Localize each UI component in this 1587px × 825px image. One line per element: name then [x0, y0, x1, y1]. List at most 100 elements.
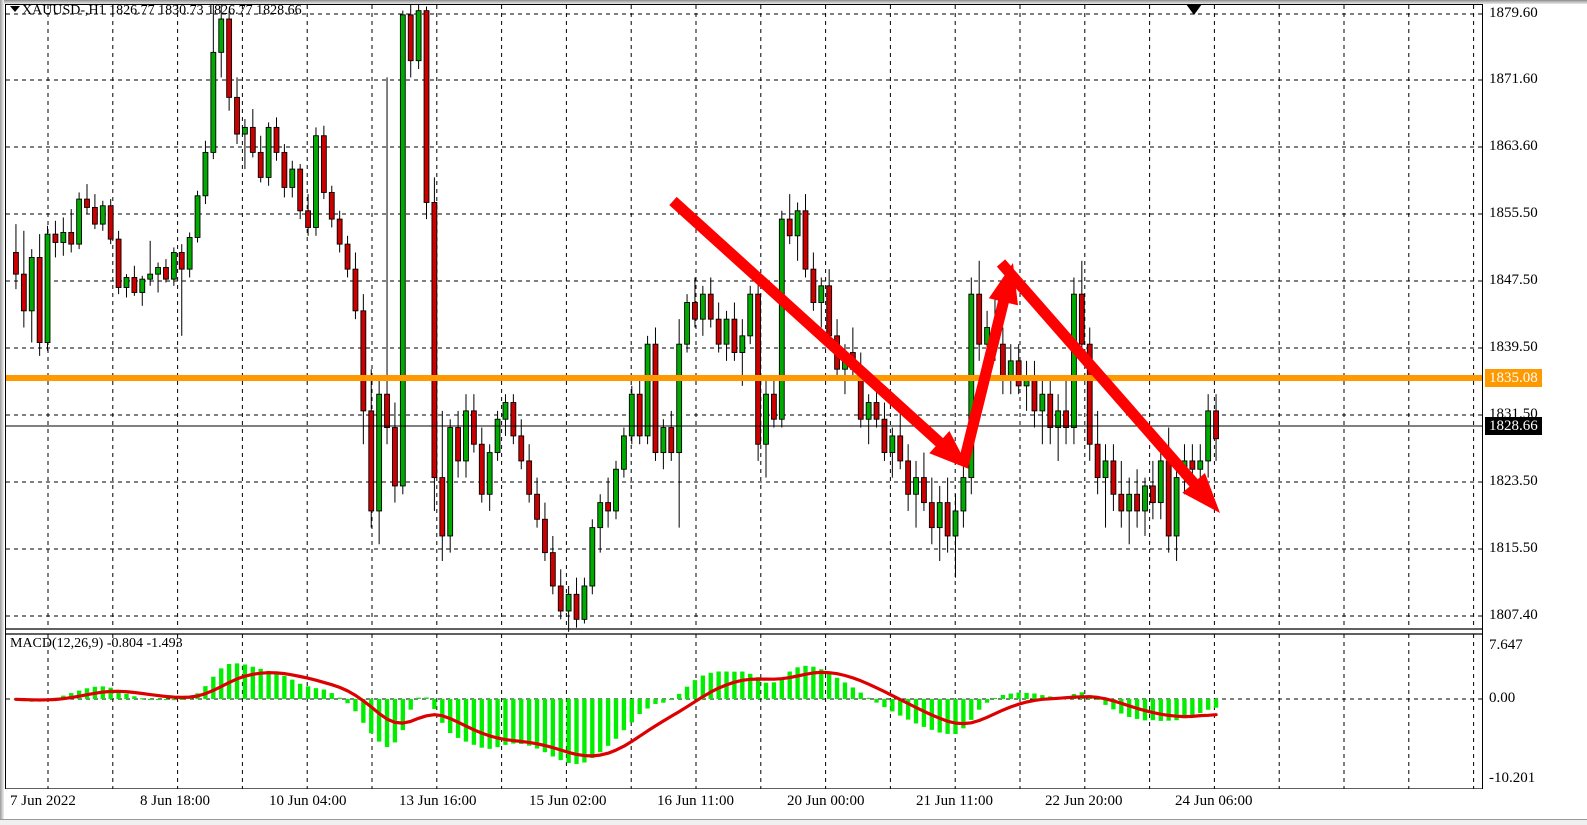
candle — [881, 402, 888, 461]
candle — [1173, 460, 1180, 561]
macd-histogram-bar — [913, 699, 919, 724]
macd-histogram-bar — [258, 668, 263, 699]
candle-body — [668, 427, 675, 454]
candle — [826, 269, 833, 345]
macd-histogram-bar — [305, 686, 311, 699]
level-price-label: 1835.08 — [1485, 369, 1542, 387]
candle-body — [1126, 493, 1133, 512]
macd-histogram-bar — [124, 693, 129, 699]
candle — [360, 294, 367, 445]
candle — [589, 519, 596, 595]
candle-body — [234, 96, 240, 135]
candle-body — [692, 302, 698, 320]
candle-body — [1149, 485, 1156, 504]
macd-histogram-bar — [171, 699, 177, 701]
macd-histogram-bar — [321, 689, 327, 699]
macd-histogram-bar — [1032, 693, 1037, 699]
candle — [439, 410, 446, 561]
macd-tick-label-0: 7.647 — [1489, 637, 1523, 653]
candle-body — [76, 198, 83, 245]
candle-body — [960, 477, 967, 512]
price-axis[interactable]: 1879.60 1871.60 1863.60 1855.50 1847.50 1839.… — [1482, 4, 1582, 815]
macd-histogram-bar — [155, 699, 161, 700]
macd-histogram-bar — [819, 669, 824, 699]
macd-histogram-bar — [1111, 699, 1116, 710]
candle — [415, 5, 422, 70]
candle — [905, 444, 912, 511]
candle-body — [581, 585, 588, 620]
collapse-triangle-icon[interactable] — [10, 6, 20, 12]
candle — [84, 184, 90, 215]
candle-body — [968, 293, 975, 479]
candle — [763, 377, 769, 478]
candle-body — [1071, 293, 1077, 429]
candle-body — [1110, 460, 1117, 495]
chart-plot-area[interactable] — [5, 4, 1482, 815]
candle-body — [170, 252, 177, 280]
candle-body — [1173, 477, 1180, 537]
macd-histogram-bar — [953, 699, 958, 735]
candle — [352, 252, 359, 320]
candle-body — [155, 267, 161, 275]
macd-histogram-bar — [605, 699, 611, 746]
candle-body — [684, 302, 690, 345]
annotation-arrows — [669, 196, 1220, 513]
candle — [281, 144, 288, 198]
candle-body — [976, 293, 983, 345]
candle — [968, 277, 975, 495]
candle — [265, 122, 272, 186]
candle-body — [921, 477, 927, 504]
candle-body — [739, 335, 746, 353]
price-tick-label-4: 1847.50 — [1489, 272, 1538, 288]
candle-body — [399, 14, 406, 487]
candle — [170, 247, 177, 286]
candle-body — [897, 435, 904, 462]
price-tick-label-7: 1823.50 — [1489, 473, 1538, 489]
macd-histogram-bar — [1095, 699, 1100, 700]
candle — [115, 230, 122, 295]
macd-histogram-bar — [108, 687, 113, 699]
candle-body — [194, 195, 201, 238]
candle-body — [889, 435, 896, 454]
time-axis[interactable]: 7 Jun 2022 8 Jun 18:00 10 Jun 04:00 13 Jun … — [5, 789, 1582, 819]
candle — [865, 394, 872, 445]
candle-body — [1213, 410, 1219, 440]
candle-body — [999, 343, 1006, 378]
candle-body — [628, 393, 635, 437]
candle — [952, 494, 959, 578]
macd-histogram-bar — [282, 675, 287, 699]
candle — [802, 194, 809, 278]
panel-separator — [6, 628, 1482, 790]
candle-body — [1197, 460, 1204, 470]
candle-body — [336, 218, 343, 245]
candle — [1086, 327, 1093, 461]
candle — [960, 460, 967, 528]
macd-histogram-bar — [827, 673, 832, 699]
candle-body — [226, 18, 233, 98]
macd-histogram-bar — [748, 673, 753, 699]
candle — [1063, 377, 1069, 445]
candle — [423, 6, 430, 220]
candle — [1102, 444, 1109, 528]
candle — [1142, 477, 1148, 536]
candle — [778, 210, 785, 428]
candle-body — [778, 218, 785, 420]
macd-histogram-bar — [866, 697, 871, 699]
macd-histogram-bar — [440, 699, 445, 723]
candle-body — [123, 277, 130, 288]
down-trend-arrow-3[interactable] — [996, 259, 1220, 513]
candle — [1118, 460, 1125, 528]
macd-histogram-bar — [179, 699, 184, 700]
macd-histogram-bar — [416, 697, 421, 699]
candle-body — [478, 443, 485, 495]
candle — [76, 192, 83, 250]
macd-tick-label-1: 0.00 — [1489, 690, 1516, 706]
macd-histogram-bar — [1040, 695, 1045, 699]
macd-histogram-bar — [526, 699, 532, 746]
candle — [1134, 469, 1140, 528]
candle — [1110, 444, 1117, 511]
candle — [502, 394, 509, 436]
candle — [1213, 394, 1219, 461]
candle-body — [1134, 493, 1140, 512]
candle — [163, 259, 169, 283]
